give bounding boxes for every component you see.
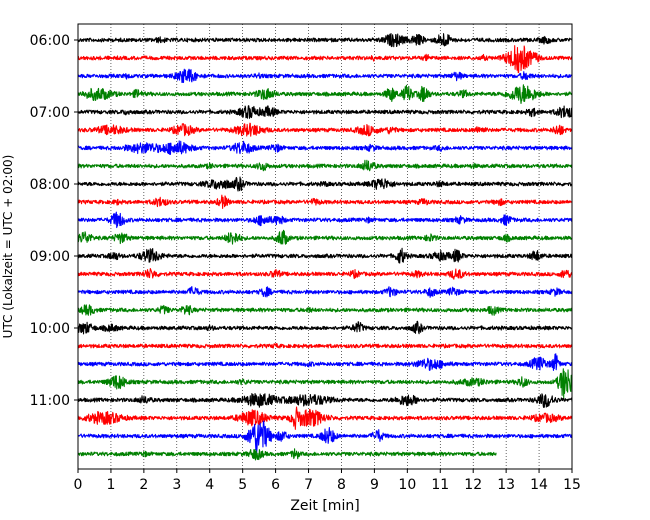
trace-0915	[78, 268, 572, 280]
trace-1100	[78, 393, 572, 408]
x-axis: 0 1 2 3 4 5 6 7 8 9 10 11 12 13 14 15	[74, 469, 581, 493]
trace-0700	[78, 105, 572, 119]
trace-1145	[78, 448, 497, 461]
y-tick-label: 09:00	[30, 249, 70, 265]
x-tick-label: 2	[139, 477, 148, 493]
trace-0900	[78, 247, 572, 264]
x-tick-label: 0	[74, 477, 83, 493]
x-tick-label: 6	[271, 477, 280, 493]
x-tick-label: 1	[106, 477, 115, 493]
x-tick-label: 12	[464, 477, 482, 493]
trace-0745	[78, 159, 572, 172]
x-tick-label: 3	[172, 477, 181, 493]
trace-1130	[78, 420, 572, 454]
trace-0945	[78, 304, 572, 316]
x-tick-label: 9	[370, 477, 379, 493]
y-tick-label: 10:00	[30, 321, 70, 337]
trace-1030	[78, 353, 572, 371]
y-axis: 06:00 07:00 08:00 09:00 10:00 11:00	[30, 33, 78, 409]
trace-0815	[78, 194, 572, 209]
x-tick-label: 14	[530, 477, 548, 493]
trace-0715	[78, 122, 572, 137]
trace-0645	[78, 84, 572, 105]
y-axis-label: UTC (Lokalzeit = UTC + 02:00)	[1, 155, 15, 339]
trace-0800	[78, 176, 572, 192]
x-tick-label: 13	[497, 477, 515, 493]
trace-group	[78, 32, 572, 461]
x-tick-label: 15	[563, 477, 581, 493]
x-tick-label: 11	[431, 477, 449, 493]
x-tick-label: 5	[238, 477, 247, 493]
trace-1115	[78, 406, 572, 430]
trace-0730	[78, 140, 572, 155]
trace-0630	[78, 68, 572, 84]
y-tick-label: 08:00	[30, 177, 70, 193]
trace-0830	[78, 211, 572, 229]
x-grid	[110, 24, 540, 469]
x-tick-label: 10	[398, 477, 416, 493]
y-tick-label: 11:00	[30, 393, 70, 409]
x-tick-label: 7	[304, 477, 313, 493]
y-tick-label: 07:00	[30, 105, 70, 121]
trace-0600	[78, 32, 572, 48]
x-tick-label: 4	[205, 477, 214, 493]
trace-0615	[78, 45, 572, 74]
x-tick-label: 8	[337, 477, 346, 493]
trace-1000	[78, 320, 572, 335]
trace-0930	[78, 286, 572, 298]
trace-1045	[78, 368, 572, 399]
trace-1015	[78, 342, 572, 349]
trace-0845	[78, 229, 572, 245]
y-tick-label: 06:00	[30, 33, 70, 49]
x-axis-label: Zeit [min]	[290, 498, 359, 514]
plot-frame	[77, 23, 573, 470]
